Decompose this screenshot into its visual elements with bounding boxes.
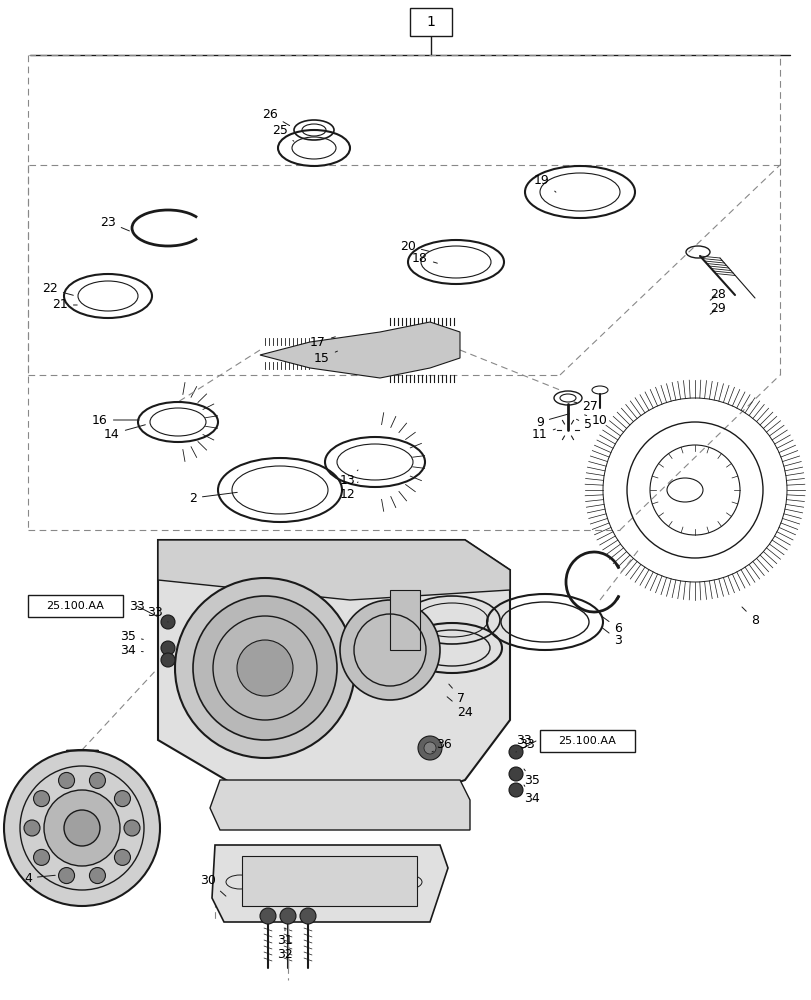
Circle shape: [418, 736, 441, 760]
Text: 22: 22: [42, 282, 73, 296]
Circle shape: [24, 820, 40, 836]
Circle shape: [58, 772, 75, 788]
Text: 25: 25: [272, 123, 294, 141]
Text: 26: 26: [262, 107, 290, 126]
Text: 33: 33: [147, 605, 168, 622]
Circle shape: [114, 791, 131, 807]
Text: 5: 5: [576, 418, 591, 432]
Text: 11: 11: [531, 428, 555, 442]
Circle shape: [33, 791, 49, 807]
Text: 7: 7: [448, 684, 465, 704]
Text: 33: 33: [129, 599, 144, 612]
Text: 31: 31: [277, 928, 293, 946]
Text: 34: 34: [523, 785, 539, 804]
Text: 30: 30: [200, 874, 225, 896]
Circle shape: [114, 849, 131, 865]
Text: 35: 35: [120, 630, 143, 643]
Polygon shape: [212, 845, 448, 922]
Text: 12: 12: [340, 482, 358, 500]
Text: 23: 23: [100, 216, 129, 231]
Text: 33: 33: [516, 734, 531, 748]
Text: 28: 28: [709, 288, 725, 300]
Circle shape: [58, 868, 75, 884]
Text: 19: 19: [534, 174, 556, 192]
Circle shape: [175, 578, 354, 758]
Circle shape: [89, 772, 105, 788]
Circle shape: [508, 783, 522, 797]
Circle shape: [508, 745, 522, 759]
FancyBboxPatch shape: [242, 856, 417, 906]
Text: 25.100.AA: 25.100.AA: [46, 601, 105, 611]
Text: 16: 16: [92, 414, 139, 426]
Text: 35: 35: [523, 769, 539, 786]
Text: 20: 20: [400, 239, 429, 252]
Text: 14: 14: [104, 425, 145, 440]
Circle shape: [161, 653, 175, 667]
Text: 25.100.AA: 25.100.AA: [558, 736, 616, 746]
Text: 8: 8: [741, 607, 758, 626]
Circle shape: [33, 849, 49, 865]
Text: 33: 33: [515, 738, 534, 752]
Circle shape: [4, 750, 160, 906]
Circle shape: [280, 908, 296, 924]
Circle shape: [299, 908, 315, 924]
Text: 4: 4: [24, 871, 55, 884]
Text: 29: 29: [710, 302, 725, 314]
Circle shape: [124, 820, 139, 836]
Circle shape: [89, 868, 105, 884]
Polygon shape: [158, 540, 509, 600]
Bar: [28, 595, 122, 617]
Polygon shape: [389, 590, 419, 650]
Text: 6: 6: [602, 617, 621, 635]
Text: 15: 15: [314, 351, 337, 364]
Polygon shape: [158, 540, 509, 820]
Text: 27: 27: [573, 399, 597, 412]
Bar: [539, 730, 634, 752]
Bar: [410, 8, 452, 36]
Circle shape: [161, 615, 175, 629]
Circle shape: [260, 908, 276, 924]
Text: 2: 2: [189, 491, 237, 504]
Circle shape: [237, 640, 293, 696]
Circle shape: [423, 742, 436, 754]
Text: 21: 21: [52, 298, 77, 312]
Text: 18: 18: [411, 251, 437, 264]
Text: 36: 36: [431, 738, 451, 752]
Polygon shape: [260, 322, 460, 378]
Circle shape: [340, 600, 440, 700]
Text: 1: 1: [426, 15, 435, 29]
Circle shape: [64, 810, 100, 846]
Text: 10: 10: [584, 414, 607, 426]
Circle shape: [193, 596, 337, 740]
Text: 9: 9: [535, 414, 569, 428]
Text: 17: 17: [310, 336, 335, 349]
Text: 34: 34: [120, 644, 143, 656]
Circle shape: [161, 641, 175, 655]
Circle shape: [44, 790, 120, 866]
Text: 13: 13: [340, 470, 358, 487]
Circle shape: [508, 767, 522, 781]
Polygon shape: [210, 780, 470, 830]
Text: 24: 24: [447, 697, 472, 718]
Text: 32: 32: [277, 942, 293, 962]
Text: 3: 3: [602, 628, 621, 647]
